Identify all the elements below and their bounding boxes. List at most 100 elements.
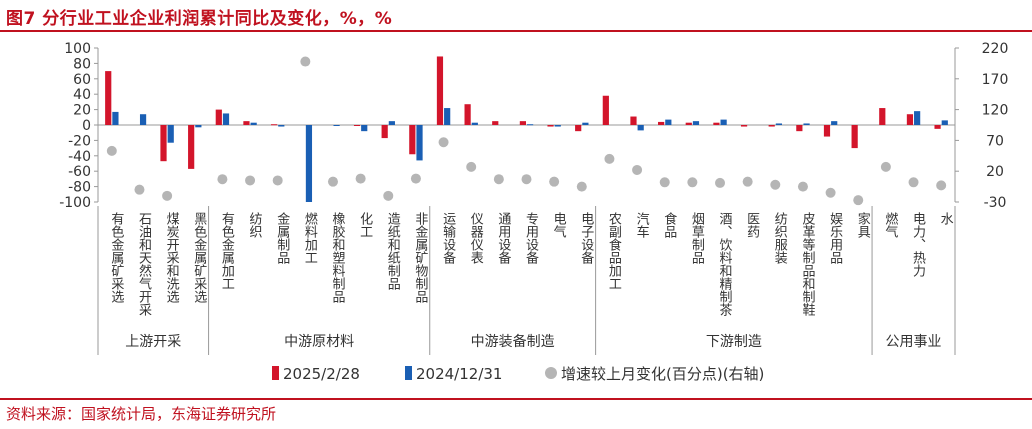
x-label-23: 医药 [744, 212, 760, 238]
bar-s1-30 [934, 125, 941, 129]
bar-s1-18 [602, 95, 609, 125]
dot-24 [770, 179, 781, 190]
bar-s1-20 [658, 121, 665, 125]
bar-s1-15 [519, 121, 526, 125]
bar-s2-15 [527, 124, 534, 126]
source-note: 资料来源：国家统计局，东海证券研究所 [6, 405, 277, 423]
bar-s1-0 [105, 71, 112, 125]
dot-18 [604, 153, 615, 164]
x-label-29: 电力、热力 [910, 212, 926, 278]
x-label-13: 仪器仪表 [468, 212, 484, 264]
x-label-22: 酒、饮料和精制茶 [717, 212, 733, 316]
footer-rule [0, 398, 1032, 400]
bar-s1-29 [906, 114, 914, 125]
dot-17 [576, 181, 587, 192]
x-label-2: 煤炭开采和洗选 [164, 212, 180, 304]
category-groups: 上游开采 中游原材料 中游装备制造 下游制造 公用事业 [97, 206, 956, 355]
x-label-17: 电子设备 [578, 212, 594, 265]
x-label-30: 水 [938, 212, 954, 225]
left-tick-label: 80 [73, 56, 91, 72]
dot-14 [493, 174, 504, 185]
bar-s2-26 [831, 121, 838, 125]
legend-label-2: 增速较上月变化(百分点)(右轴) [561, 365, 764, 383]
dot-2 [162, 190, 173, 201]
right-tick-label: 220 [982, 41, 1009, 57]
x-label-11: 非金属矿物制品 [412, 212, 428, 303]
x-label-16: 电气 [551, 212, 567, 238]
x-label-12: 运输设备 [440, 212, 456, 265]
dot-26 [825, 187, 836, 198]
bar-s2-8 [333, 125, 340, 126]
bar-s2-10 [388, 121, 395, 125]
bar-s1-14 [492, 121, 499, 125]
chart-axes: 100806040200-20-40-60-80-100220170120702… [59, 41, 1008, 211]
bar-s2-13 [471, 122, 478, 125]
dot-6 [272, 175, 283, 186]
x-label-1: 石油和天然气开采 [136, 212, 152, 316]
bar-s1-2 [160, 125, 167, 162]
left-tick-label: -80 [68, 180, 91, 196]
left-tick-label: 20 [73, 103, 91, 119]
dot-27 [853, 195, 864, 206]
group-label-3: 下游制造 [706, 334, 762, 350]
left-tick-label: 0 [82, 118, 91, 134]
legend-label-0: 2025/2/28 [283, 365, 360, 383]
bar-s2-0 [112, 111, 119, 125]
group-label-2: 中游装备制造 [471, 333, 555, 350]
bar-s2-24 [775, 123, 783, 125]
dot-11 [410, 173, 421, 184]
bar-s1-21 [685, 122, 692, 125]
x-label-7: 燃料加工 [302, 211, 318, 264]
x-label-4: 有色金属加工 [219, 212, 235, 290]
x-label-6: 金属制品 [274, 211, 290, 264]
dot-29 [908, 177, 919, 188]
bar-s1-6 [270, 124, 278, 126]
dot-8 [327, 176, 338, 187]
bar-s2-30 [941, 120, 948, 125]
bar-s2-2 [167, 125, 174, 143]
x-label-19: 汽车 [634, 212, 650, 238]
x-label-9: 化工 [357, 212, 373, 238]
legend-label-1: 2024/12/31 [416, 365, 502, 383]
bar-s1-11 [409, 125, 416, 155]
bar-s1-25 [796, 125, 803, 132]
x-label-26: 娱乐用品 [827, 212, 843, 264]
bar-s2-17 [582, 122, 589, 125]
dot-12 [438, 137, 449, 148]
bar-s1-22 [713, 122, 720, 125]
bar-s2-29 [914, 111, 921, 125]
x-label-28: 燃气 [882, 211, 898, 238]
x-label-8: 橡胶和塑料制品 [329, 212, 345, 303]
bar-s1-26 [823, 125, 831, 137]
bar-s1-5 [243, 121, 250, 125]
dot-10 [383, 190, 394, 201]
chart-title: 图7 分行业工业企业利润累计同比及变化，%，% [6, 9, 393, 29]
bar-s1-27 [851, 125, 858, 149]
title-rule [0, 30, 1032, 32]
dot-7 [300, 56, 311, 67]
left-tick-label: -100 [59, 195, 91, 211]
dot-22 [715, 177, 726, 188]
dot-21 [687, 177, 698, 188]
dot-0 [106, 145, 117, 156]
bar-s2-3 [195, 125, 202, 128]
dot-5 [245, 175, 256, 186]
bar-s2-5 [250, 122, 257, 125]
x-label-5: 纺织 [247, 212, 263, 238]
bar-s1-28 [879, 108, 886, 125]
x-label-25: 皮革等制品和制鞋 [799, 212, 815, 316]
right-tick-label: 70 [986, 133, 1004, 149]
x-label-3: 黑色金属矿采选 [191, 212, 207, 304]
dot-30 [936, 180, 947, 191]
bar-s2-7 [305, 125, 313, 202]
dot-13 [466, 161, 477, 172]
bar-s1-12 [436, 56, 444, 125]
x-label-27: 家具 [855, 211, 871, 238]
x-label-18: 农副食品加工 [606, 212, 622, 290]
group-label-4: 公用事业 [886, 334, 942, 350]
bar-s1-9 [353, 125, 361, 126]
left-tick-label: 40 [73, 87, 91, 103]
right-tick-label: 170 [982, 72, 1009, 88]
bar-s2-4 [222, 113, 230, 125]
bar-s2-11 [416, 125, 423, 161]
